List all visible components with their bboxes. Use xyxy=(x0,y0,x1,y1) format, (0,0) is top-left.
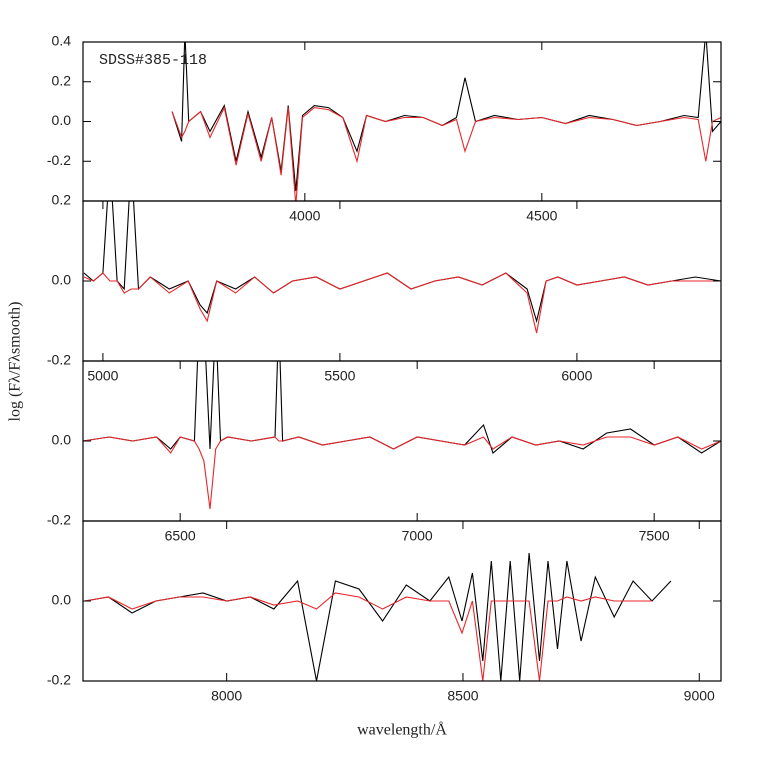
spectrum-line xyxy=(83,361,721,454)
x-tick-label: 7500 xyxy=(639,528,670,544)
spectrum-line xyxy=(84,592,652,681)
x-axis-label: wavelength/Å xyxy=(357,721,447,739)
y-tick-label: 0.4 xyxy=(52,33,72,49)
y-tick-label: 0.0 xyxy=(52,432,72,448)
x-tick-label: 9000 xyxy=(684,688,715,704)
y-tick-label: -0.2 xyxy=(47,152,71,168)
spectrum-line xyxy=(84,552,672,681)
y-tick-label: 0.0 xyxy=(52,112,72,128)
annotation: SDSS#385-118 xyxy=(99,52,207,69)
x-tick-label: 6000 xyxy=(561,368,592,384)
x-tick-label: 8500 xyxy=(447,688,478,704)
spectrum-line xyxy=(83,272,721,334)
spectrum-line xyxy=(83,201,721,324)
x-tick-label: 6500 xyxy=(165,528,196,544)
x-tick-label: 4000 xyxy=(289,208,320,224)
y-tick-label: 0.2 xyxy=(52,192,72,208)
y-tick-label: -0.2 xyxy=(47,672,71,688)
x-tick-label: 8000 xyxy=(211,688,242,704)
x-tick-label: 5500 xyxy=(324,368,355,384)
spectrum-line xyxy=(171,105,721,201)
y-tick-label: 0.0 xyxy=(52,592,72,608)
y-tick-label: 0.0 xyxy=(52,272,72,288)
x-tick-label: 4500 xyxy=(526,208,557,224)
y-axis-label: log (Fλ/Fλsmooth) xyxy=(7,302,24,422)
x-tick-label: 5000 xyxy=(87,368,118,384)
spectrum-line xyxy=(83,436,721,510)
y-tick-label: 0.2 xyxy=(52,72,72,88)
y-tick-label: -0.2 xyxy=(47,352,71,368)
panel-frame xyxy=(82,200,722,362)
panel-frame xyxy=(82,360,722,522)
x-tick-label: 7000 xyxy=(402,528,433,544)
y-tick-label: -0.2 xyxy=(47,512,71,528)
spectrum-line xyxy=(171,42,721,192)
